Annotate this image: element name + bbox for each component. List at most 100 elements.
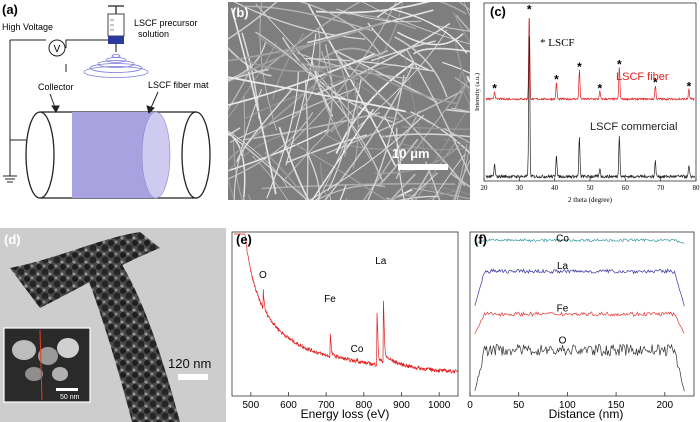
sem-fiber <box>334 2 404 105</box>
sem-fiber <box>320 130 421 150</box>
panel-e-label: (e) <box>236 232 252 247</box>
xrd-tick-label: 80 <box>693 184 700 192</box>
xrd-peak-star: * <box>598 81 603 95</box>
sem-fiber <box>396 127 405 200</box>
scan-series-label: O <box>559 335 567 346</box>
scan-frame <box>469 231 695 397</box>
tem-image: 50 nm 120 nm <box>0 228 226 422</box>
sem-fiber <box>339 185 347 200</box>
scan-tick-label: 150 <box>608 400 625 411</box>
sem-fiber <box>228 126 319 173</box>
xrd-tick-label: 70 <box>657 184 665 192</box>
sem-fiber <box>401 126 470 130</box>
sem-fiber <box>299 2 382 56</box>
sem-fiber <box>233 2 366 40</box>
eels-series-line <box>233 233 458 375</box>
xrd-tick-label: 30 <box>516 184 524 192</box>
sem-fiber <box>374 130 470 151</box>
sem-fiber <box>345 74 460 137</box>
scan-xlabel: Distance (nm) <box>549 407 624 421</box>
panel-b-label: (b) <box>232 5 249 20</box>
sem-fiber <box>451 107 470 113</box>
sem-fiber <box>230 7 277 195</box>
sem-fiber <box>432 154 466 200</box>
eels-xlabel: Energy loss (eV) <box>301 407 390 421</box>
xrd-series-line <box>485 17 695 102</box>
sem-fiber <box>463 2 470 17</box>
sem-fiber <box>384 116 401 179</box>
sem-fiber <box>455 14 470 33</box>
sem-fiber <box>228 42 277 118</box>
sem-fiber <box>410 167 432 200</box>
sem-fiber <box>264 151 308 200</box>
tem-inset-scale-bar <box>56 388 78 391</box>
panel-d-label: (d) <box>4 232 21 247</box>
panel-c-label: (c) <box>490 4 506 19</box>
precursor-label-1: LSCF precursor <box>134 18 198 28</box>
scan-tick-label: 0 <box>467 400 473 411</box>
sem-fiber <box>245 59 335 73</box>
voltmeter-icon: V <box>48 39 66 57</box>
xrd-frame <box>483 2 697 182</box>
scan-tick-label: 200 <box>656 400 673 411</box>
scan-series-line <box>474 238 685 244</box>
voltmeter-label: V <box>54 44 61 55</box>
xrd-tick-label: 50 <box>587 184 595 192</box>
sem-fiber <box>242 96 245 158</box>
sem-fiber <box>228 112 314 180</box>
scan-series-label: La <box>557 261 569 272</box>
scan-tick-label: 50 <box>513 400 525 411</box>
sem-fiber <box>335 55 350 157</box>
sem-fiber <box>425 161 441 200</box>
xrd-peak-star: * <box>577 60 582 74</box>
syringe-icon <box>107 5 125 52</box>
xrd-series-label-commercial: LSCF commercial <box>590 121 677 133</box>
sem-fiber <box>376 2 403 18</box>
sem-fiber <box>306 151 320 200</box>
eels-edge-label: Co <box>351 344 364 355</box>
sem-fiber <box>284 101 366 180</box>
panel-a: V High Voltage LSCF precursor solution C… <box>0 0 228 206</box>
sem-fiber <box>310 58 334 117</box>
sem-fiber <box>228 68 269 82</box>
sem-fiber <box>315 184 386 200</box>
xrd-tick-label: 60 <box>622 184 630 192</box>
xrd-ylabel: Intensity (a.u.) <box>474 73 481 111</box>
eels-tick-label: 900 <box>393 400 410 411</box>
sem-fiber <box>324 44 333 135</box>
sem-fiber <box>330 115 399 133</box>
sem-fiber <box>410 186 470 196</box>
electrospinning-schematic: V High Voltage LSCF precursor solution C… <box>2 5 211 199</box>
sem-fiber <box>233 131 243 200</box>
sem-fiber <box>362 110 421 200</box>
sem-fiber <box>453 72 470 111</box>
sem-fiber <box>336 54 466 187</box>
arrow-fiber-mat <box>146 91 159 114</box>
sem-fiber <box>323 47 386 60</box>
sem-scale-bar <box>398 164 448 170</box>
sem-fiber <box>315 22 451 96</box>
sem-fiber <box>255 31 383 181</box>
sem-fiber <box>228 53 375 106</box>
collector-drum <box>25 111 211 199</box>
sem-fiber <box>454 39 470 99</box>
sem-fiber <box>228 132 246 200</box>
sem-fiber <box>285 33 317 166</box>
eels-edge-label: La <box>375 256 387 267</box>
sem-fiber <box>349 58 457 105</box>
sem-fiber <box>454 77 470 89</box>
sem-fiber <box>242 5 373 32</box>
sem-fiber <box>443 139 470 144</box>
sem-fiber <box>443 128 470 144</box>
scan-series-line <box>474 311 685 334</box>
tem-linescan-line <box>39 329 43 401</box>
sem-fiber <box>458 2 470 11</box>
scan-tick-label: 100 <box>559 400 576 411</box>
xrd-series-line <box>485 36 696 180</box>
xrd-peak-star: * <box>492 81 497 95</box>
sem-fiber <box>233 88 263 200</box>
xrd-xlabel: 2 theta (degree) <box>568 196 613 204</box>
sem-fiber <box>367 75 405 200</box>
sem-fiber <box>285 134 368 164</box>
fiber-mat-label: LSCF fiber mat <box>148 80 209 90</box>
